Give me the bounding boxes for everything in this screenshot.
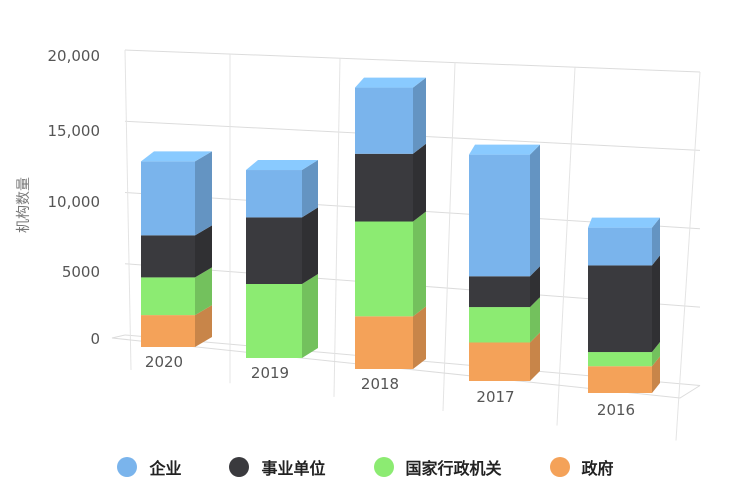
bar-segment[interactable] <box>355 153 413 222</box>
bar-top <box>588 217 660 228</box>
bar-side <box>413 306 426 369</box>
bar-side <box>652 356 660 393</box>
bar-segment[interactable] <box>246 284 302 358</box>
bar-segment[interactable] <box>141 277 195 316</box>
bar-segment[interactable] <box>355 316 413 369</box>
legend-label: 事业单位 <box>261 459 326 478</box>
bar-segment[interactable] <box>469 154 530 277</box>
x-axis: 2020 2019 2018 2017 2016 <box>145 353 635 419</box>
bar-side <box>413 211 426 317</box>
bar-side <box>530 144 540 277</box>
bar-segment[interactable] <box>588 227 652 266</box>
bar-segment[interactable] <box>246 217 302 284</box>
gridline-vertical <box>442 62 456 411</box>
bar-segment[interactable] <box>469 307 530 343</box>
bar-side <box>195 225 212 278</box>
x-tick-label: 2019 <box>251 364 289 382</box>
bar-top <box>469 144 540 155</box>
bar-segment[interactable] <box>246 170 302 218</box>
bar-segment[interactable] <box>469 342 530 382</box>
bar-segment[interactable] <box>469 276 530 308</box>
bar-segment[interactable] <box>588 366 652 393</box>
legend-item[interactable]: 企业 <box>117 455 181 479</box>
legend-label: 企业 <box>149 459 182 478</box>
bar-side <box>652 217 660 266</box>
gridline-vertical <box>124 49 132 371</box>
bar-side <box>302 274 318 358</box>
bar-side <box>302 160 318 218</box>
x-tick-label: 2020 <box>145 353 183 371</box>
bar-segment[interactable] <box>588 352 652 367</box>
legend-swatch <box>229 457 250 477</box>
gridline-vertical <box>333 58 341 397</box>
bar-segment[interactable] <box>588 265 652 353</box>
legend: 企业 事业单位 国家行政机关 政府 <box>0 452 731 482</box>
legend-label: 国家行政机关 <box>405 459 502 478</box>
y-tick-label: 10,000 <box>48 193 101 211</box>
bar-top <box>355 77 426 88</box>
bar-side <box>652 342 660 367</box>
y-axis-label: 机构数量 <box>16 177 32 233</box>
bar-segment[interactable] <box>355 87 413 154</box>
bar-segment[interactable] <box>141 315 195 347</box>
bar-side <box>652 255 660 353</box>
legend-item[interactable]: 事业单位 <box>229 455 326 479</box>
chart-grid <box>111 49 701 441</box>
bar-segment[interactable] <box>141 161 195 236</box>
bar-side <box>413 143 426 222</box>
bar-side <box>195 305 212 347</box>
y-tick-label: 5000 <box>62 263 100 281</box>
legend-item[interactable]: 国家行政机关 <box>373 455 502 479</box>
legend-swatch <box>373 457 394 477</box>
bar-top <box>141 151 212 162</box>
y-tick-label: 0 <box>90 330 100 348</box>
x-tick-label: 2018 <box>361 375 399 393</box>
x-tick-label: 2016 <box>597 401 635 419</box>
bar-top <box>246 160 318 171</box>
bar-side <box>302 207 318 284</box>
legend-swatch <box>549 457 570 477</box>
bar-segment[interactable] <box>141 235 195 278</box>
bar-side <box>413 77 426 154</box>
bar-side <box>195 151 212 236</box>
gridline-vertical <box>675 71 701 441</box>
bars <box>141 77 660 393</box>
y-axis: 0 5000 10,000 15,000 20,000 <box>48 47 101 348</box>
legend-item[interactable]: 政府 <box>549 455 614 479</box>
x-tick-label: 2017 <box>476 388 514 406</box>
gridline-vertical <box>556 67 576 426</box>
bar-side <box>530 332 540 381</box>
bar-segment[interactable] <box>355 221 413 317</box>
bar-side <box>530 297 540 343</box>
y-tick-label: 20,000 <box>48 47 101 65</box>
legend-swatch <box>117 457 138 477</box>
legend-label: 政府 <box>581 459 614 478</box>
gridline <box>124 49 701 73</box>
bar-side <box>530 266 540 308</box>
y-tick-label: 15,000 <box>48 122 101 140</box>
bar-side <box>195 267 212 316</box>
